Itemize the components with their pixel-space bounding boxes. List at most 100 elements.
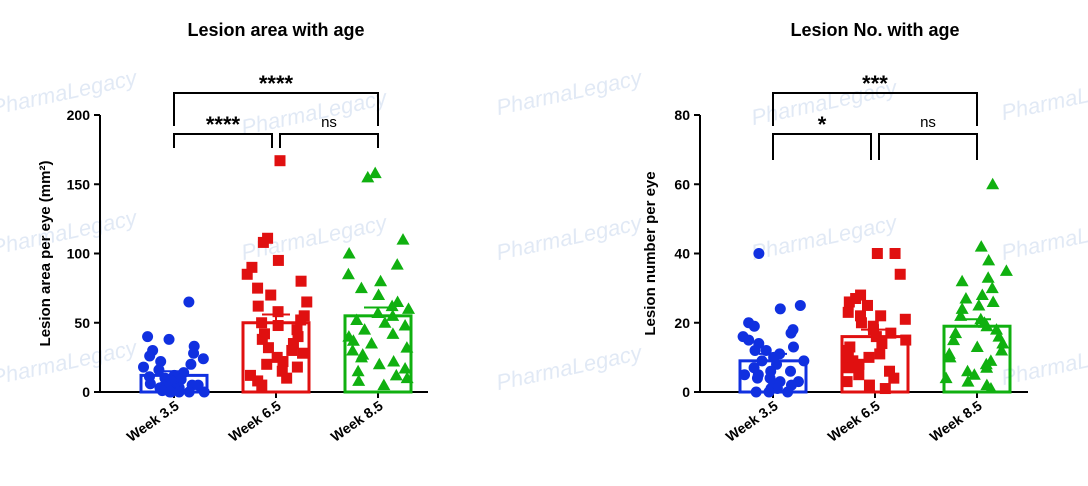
y-tick-label: 50 [74, 315, 90, 331]
data-point [175, 374, 187, 386]
data-point [841, 344, 853, 356]
data-point [996, 337, 1010, 349]
data-point [874, 348, 886, 360]
data-point [272, 254, 284, 266]
data-point [984, 382, 998, 394]
data-point [144, 350, 156, 362]
data-point [749, 344, 761, 356]
data-point [272, 306, 284, 318]
data-point [138, 361, 150, 373]
data-point [861, 299, 873, 311]
data-point [291, 324, 303, 336]
data-point [274, 155, 286, 167]
data-point [183, 296, 195, 308]
significance-bracket [772, 133, 872, 160]
data-point [297, 347, 309, 359]
y-axis-label: Lesion area per eye (mm²) [37, 161, 54, 347]
y-axis-label: Lesion number per eye [642, 171, 659, 335]
data-point [183, 386, 195, 398]
data-point [756, 355, 768, 367]
data-point [241, 268, 253, 280]
data-point [863, 351, 875, 363]
data-point [885, 327, 897, 339]
data-point [999, 264, 1013, 276]
data-point [970, 340, 984, 352]
data-point [876, 338, 888, 350]
data-point [884, 365, 896, 377]
data-point [967, 368, 981, 380]
data-point [286, 344, 298, 356]
y-tick-label: 0 [82, 384, 90, 400]
data-point [197, 353, 209, 365]
data-point [842, 306, 854, 318]
data-point [785, 365, 797, 377]
data-point [863, 379, 875, 391]
data-point [974, 240, 988, 252]
data-point [377, 378, 391, 391]
data-point [272, 320, 284, 332]
data-point [361, 170, 375, 183]
data-point [980, 361, 994, 373]
data-point [386, 327, 400, 339]
significance-label: * [818, 112, 827, 137]
data-point [975, 288, 989, 301]
data-point [955, 274, 969, 287]
data-point [900, 334, 912, 346]
data-point [372, 288, 386, 301]
data-point [173, 386, 185, 398]
significance-bracket [772, 92, 978, 126]
data-point [980, 319, 994, 332]
y-tick-label: 60 [674, 176, 690, 192]
data-point [277, 356, 289, 368]
data-point [899, 313, 911, 325]
y-tick-label: 0 [682, 384, 690, 400]
significance-bracket [878, 133, 978, 160]
x-tick-label: Week 3.5 [124, 397, 182, 444]
chart-2: Lesion No. with age Lesion number per eye… [642, 20, 1028, 445]
data-point [389, 368, 403, 381]
significance-label: ns [321, 114, 337, 131]
data-point [258, 328, 270, 340]
data-point [870, 331, 882, 343]
data-point [875, 310, 887, 322]
data-point [750, 386, 762, 398]
data-point [155, 356, 167, 368]
y-tick-label: 150 [67, 176, 91, 192]
data-point [743, 334, 755, 346]
data-point [144, 378, 156, 390]
data-point [262, 342, 274, 354]
significance-bracket [173, 92, 379, 126]
data-point [341, 267, 355, 280]
data-point [955, 302, 969, 314]
y-tick-label: 80 [674, 107, 690, 123]
data-point [295, 275, 307, 287]
data-point [961, 375, 975, 387]
data-point [164, 386, 176, 398]
data-point [287, 338, 299, 350]
data-point [847, 355, 859, 367]
x-tick-label: Week 8.5 [328, 397, 386, 444]
data-point [785, 327, 797, 339]
data-point [985, 281, 999, 294]
data-point [889, 248, 901, 259]
data-point [276, 365, 288, 377]
data-point [153, 364, 165, 376]
data-point [185, 358, 197, 370]
data-point [352, 374, 366, 386]
data-point [351, 364, 365, 377]
data-point [841, 376, 853, 388]
data-point [295, 314, 307, 326]
data-point [358, 323, 372, 335]
data-point [879, 383, 891, 395]
data-point [291, 361, 303, 373]
data-point [402, 302, 416, 314]
significance-label: **** [259, 71, 294, 96]
chart-title: Lesion area with age [187, 20, 364, 40]
chart-title: Lesion No. with age [790, 20, 959, 40]
data-point [949, 326, 963, 339]
data-point [782, 386, 794, 398]
data-point [256, 333, 268, 345]
data-point [850, 293, 862, 305]
data-point [342, 247, 356, 259]
